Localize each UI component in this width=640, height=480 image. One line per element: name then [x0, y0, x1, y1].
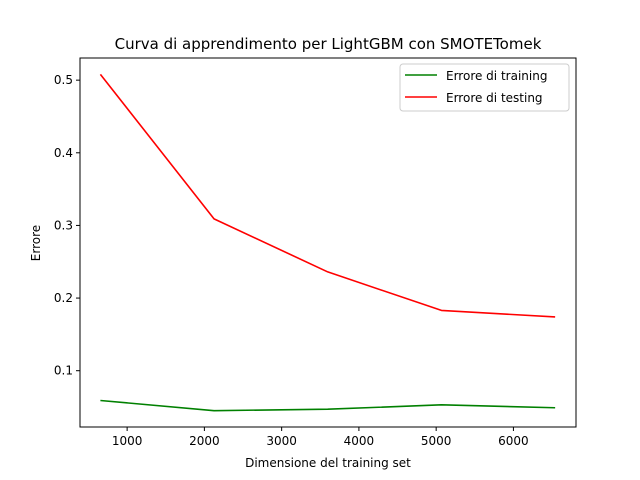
legend-label-testing: Errore di testing — [446, 91, 543, 105]
series-lines — [99, 73, 556, 412]
x-axis-ticks: 1000 2000 3000 4000 5000 6000 — [112, 427, 529, 448]
plot-frame — [79, 57, 577, 428]
y-tick-label: 0.1 — [54, 364, 73, 378]
y-axis-label: Errore — [29, 225, 43, 261]
y-axis-ticks: 0.1 0.2 0.3 0.4 0.5 — [54, 73, 80, 378]
x-tick-label: 3000 — [266, 434, 297, 448]
x-tick-label: 2000 — [189, 434, 220, 448]
legend-box — [399, 63, 570, 112]
chart-title: Curva di apprendimento per LightGBM con … — [115, 35, 542, 53]
x-tick-label: 5000 — [421, 434, 452, 448]
y-tick-label: 0.3 — [54, 218, 73, 232]
x-tick-label: 6000 — [498, 434, 529, 448]
series-line-training — [100, 399, 556, 412]
x-tick-label: 4000 — [344, 434, 375, 448]
x-tick-label: 1000 — [112, 434, 143, 448]
plot-area — [80, 58, 576, 427]
x-axis-label: Dimensione del training set — [245, 456, 411, 470]
y-tick-label: 0.4 — [54, 146, 73, 160]
legend: Errore di training Errore di testing — [399, 63, 570, 112]
legend-label-training: Errore di training — [446, 69, 547, 83]
series-line-testing — [99, 73, 556, 318]
y-tick-label: 0.2 — [54, 291, 73, 305]
y-tick-label: 0.5 — [54, 73, 73, 87]
